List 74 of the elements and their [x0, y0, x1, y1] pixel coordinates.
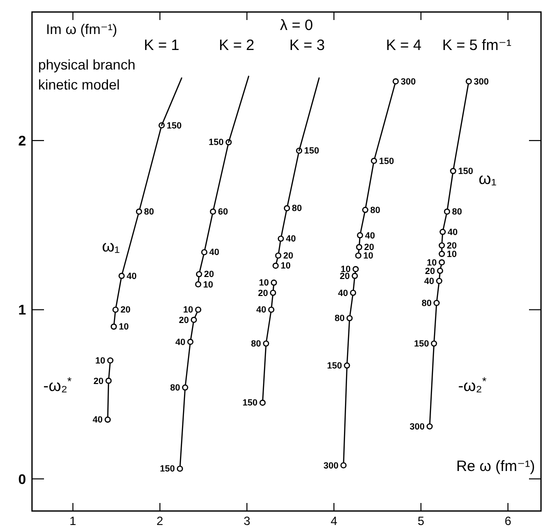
x-axis-title: Re ω (fm⁻¹) [456, 458, 535, 475]
annotation: 150 [208, 137, 224, 148]
annotation: ω₁ [102, 238, 120, 256]
annotation: 20 [364, 242, 374, 252]
legend-label: K = 5 fm⁻¹ [442, 37, 512, 54]
legend-label: K = 4 [386, 37, 422, 54]
legend-label: K = 2 [218, 37, 254, 54]
x-tick-label: 1 [70, 514, 77, 528]
annotation: 40 [256, 304, 266, 315]
annotation: 10 [95, 355, 106, 366]
annotation: 80 [251, 338, 262, 349]
annotation: 150 [304, 146, 320, 156]
y-tick-label: 1 [18, 302, 26, 318]
legend-label: K = 3 [289, 37, 325, 54]
x-tick-label: 5 [418, 514, 425, 528]
annotation: 80 [292, 203, 302, 214]
legend-label: K = 1 [144, 37, 180, 54]
annotation: 20 [446, 240, 457, 250]
annotation: 150 [414, 338, 429, 349]
annotation: 40 [424, 276, 434, 286]
x-tick-label: 2 [156, 514, 164, 528]
annotation: 150 [326, 360, 342, 371]
annotation: 10 [118, 322, 129, 332]
annotation: ω₁ [478, 171, 496, 188]
annotation: 300 [323, 460, 338, 470]
annotation: 300 [400, 76, 416, 86]
annotation: 10 [363, 250, 374, 261]
annotation: 20 [120, 304, 131, 315]
y-tick-label: 2 [18, 132, 26, 149]
annotation: 150 [242, 398, 258, 408]
annotation: 300 [474, 76, 489, 86]
annotation: 80 [170, 382, 180, 393]
annotation: 40 [286, 234, 296, 244]
annotation: physical branch [38, 56, 136, 72]
annotation: 40 [92, 414, 103, 425]
annotation: 80 [422, 298, 432, 308]
annotation: 150 [378, 156, 394, 166]
annotation: 20 [204, 269, 214, 280]
annotation: 20 [340, 270, 350, 281]
annotation: 40 [448, 226, 458, 237]
annotation: 60 [218, 206, 228, 217]
x-tick-label: 4 [330, 514, 338, 528]
annotation: 10 [446, 248, 457, 259]
annotation: 300 [410, 421, 425, 432]
annotation: 40 [338, 288, 348, 298]
annotation: 80 [370, 204, 380, 215]
annotation: 80 [334, 313, 345, 324]
annotation: 10 [280, 260, 291, 271]
annotation: 80 [144, 206, 154, 217]
annotation: 150 [166, 120, 182, 130]
annotation: 10 [203, 279, 214, 290]
y-axis-title: Im ω (fm⁻¹) [46, 21, 118, 37]
annotation: 10 [426, 257, 437, 268]
annotation: 40 [175, 336, 186, 347]
x-tick-label: 3 [244, 514, 251, 528]
annotation: 80 [452, 206, 462, 217]
annotation: 10 [183, 304, 194, 315]
annotation: kinetic model [38, 76, 120, 92]
annotation: 150 [458, 166, 474, 176]
annotation: 20 [94, 376, 104, 386]
annotation: 20 [425, 266, 436, 276]
annotation: 20 [258, 288, 268, 298]
annotation: 150 [160, 464, 175, 474]
annotation: 20 [283, 250, 294, 261]
annotation: 40 [365, 230, 376, 240]
annotation: -ω₂$^{*}$ [43, 376, 72, 396]
annotation: 40 [209, 247, 220, 258]
annotation: 10 [258, 278, 269, 288]
annotation: 20 [178, 314, 189, 325]
chart-title: λ = 0 [280, 17, 313, 34]
x-tick-label: 6 [504, 514, 512, 528]
annotation: 40 [126, 270, 137, 281]
annotation: -ω₂$^{*}$ [458, 376, 488, 396]
y-tick-label: 0 [18, 470, 26, 487]
